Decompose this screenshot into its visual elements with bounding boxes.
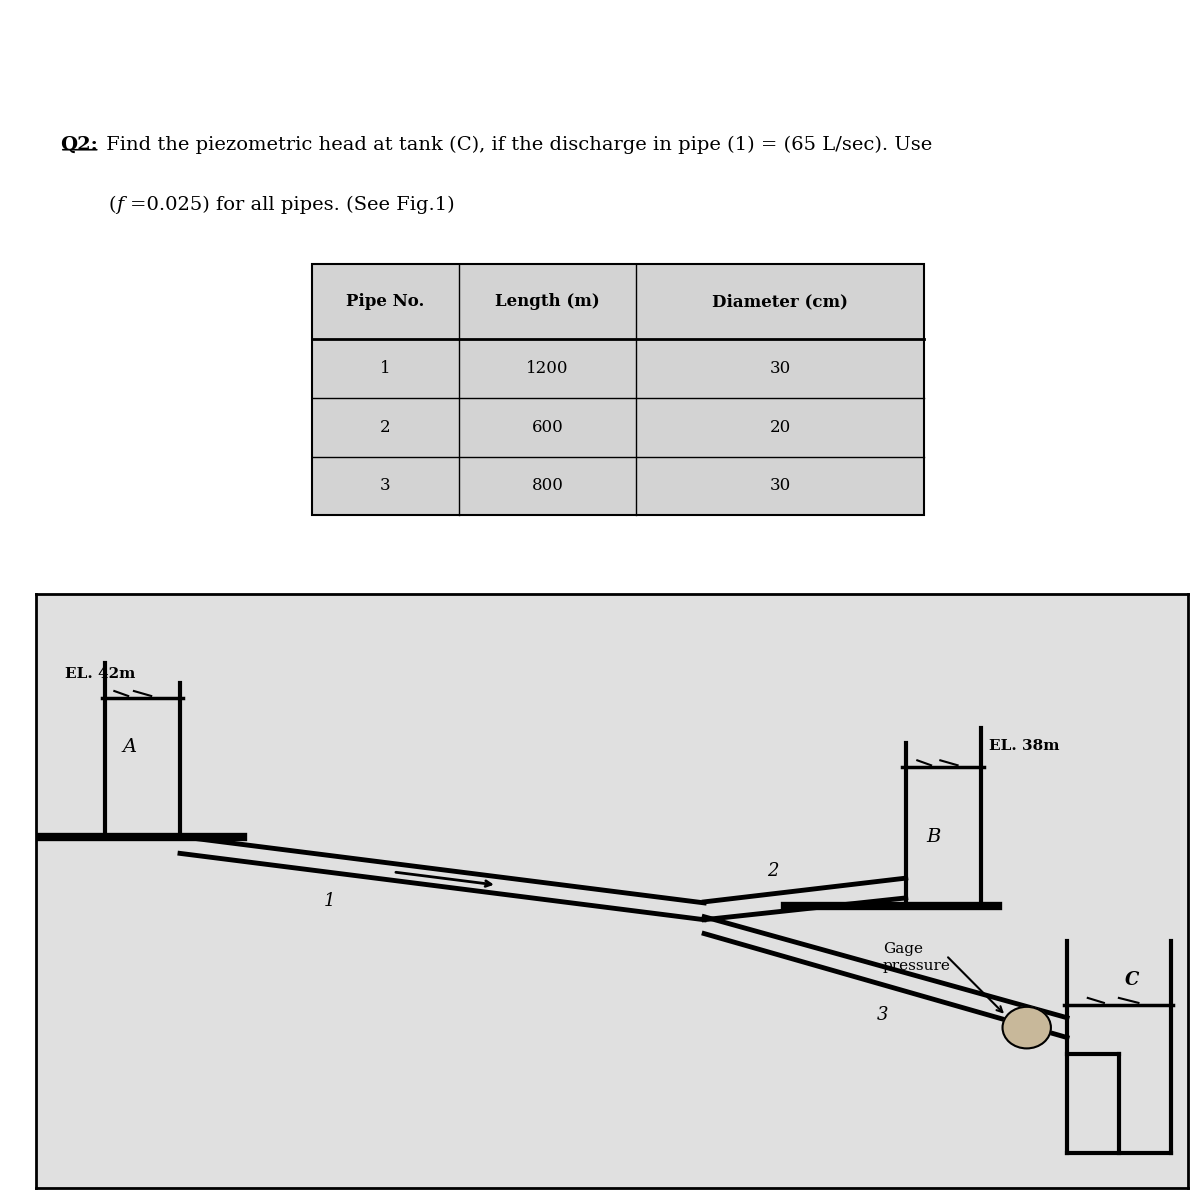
Text: 600: 600 [532,419,564,436]
Text: A: A [122,738,137,756]
Text: 1: 1 [380,360,391,377]
Text: 1: 1 [324,892,336,910]
Text: Find the piezometric head at tank (C), if the discharge in pipe (1) = (65 L/sec): Find the piezometric head at tank (C), i… [100,136,932,155]
Text: B: B [926,828,941,846]
Text: f: f [116,196,124,214]
Text: EL. 38m: EL. 38m [989,739,1060,754]
Text: Q2:: Q2: [60,136,97,154]
Text: 3: 3 [877,1006,888,1024]
Text: Length (m): Length (m) [496,293,600,310]
Text: (: ( [108,196,115,214]
Text: 30: 30 [769,360,791,377]
Text: 2: 2 [380,419,391,436]
Text: Pipe No.: Pipe No. [347,293,425,310]
Text: =0.025) for all pipes. (See Fig.1): =0.025) for all pipes. (See Fig.1) [130,196,455,214]
Circle shape [1002,1007,1051,1049]
Text: C: C [1124,971,1139,989]
Text: 2: 2 [768,862,779,880]
Text: Gage
pressure: Gage pressure [883,942,950,973]
Text: 3: 3 [380,478,391,494]
Bar [312,264,924,515]
Text: Diameter (cm): Diameter (cm) [712,293,848,310]
Text: 20: 20 [769,419,791,436]
Text: 1200: 1200 [527,360,569,377]
Text: EL. 42m: EL. 42m [65,667,136,682]
Text: 30: 30 [769,478,791,494]
Text: 800: 800 [532,478,564,494]
